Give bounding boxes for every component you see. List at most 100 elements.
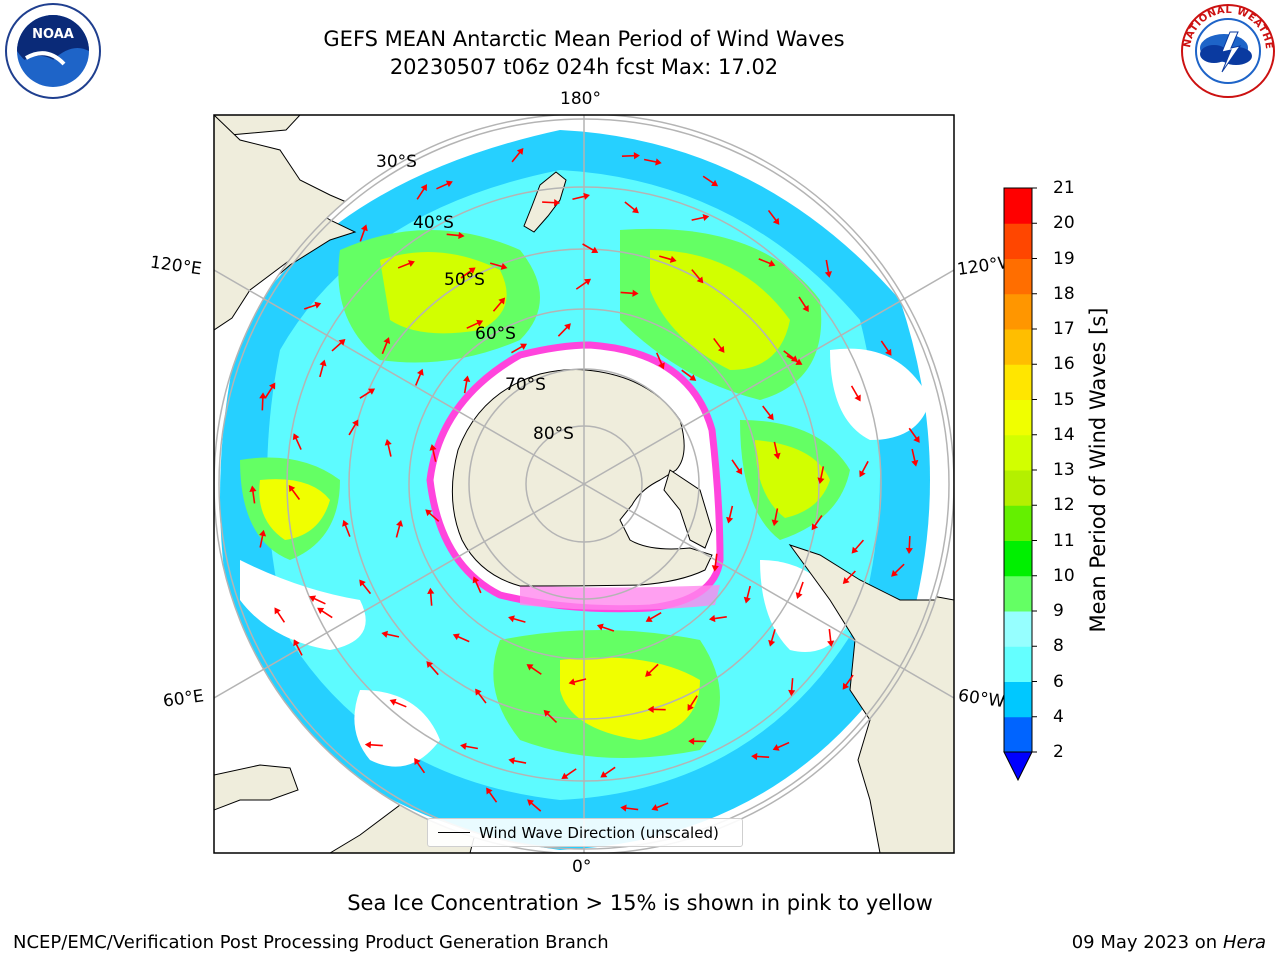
wave-direction-arrowhead xyxy=(500,263,508,270)
lat-label-70s: 70°S xyxy=(505,375,546,395)
calm-ocean-patch xyxy=(354,690,440,767)
wave-direction-arrowhead xyxy=(420,184,428,192)
colorbar-cell xyxy=(1004,716,1032,753)
wave-direction-arrow xyxy=(416,187,426,200)
colorbar-tick-label: 6 xyxy=(1053,671,1064,692)
wave-direction-arrow xyxy=(557,325,569,337)
wave-direction-arrow xyxy=(798,296,808,310)
wave-direction-arrow xyxy=(624,807,639,811)
legend-line-swatch xyxy=(438,832,470,833)
calm-ocean-patch xyxy=(830,348,930,440)
legend-label: Wind Wave Direction (unscaled) xyxy=(479,823,719,842)
wave-direction-arrow xyxy=(713,337,723,351)
wave-direction-arrow xyxy=(746,585,751,600)
wave-direction-arrowhead xyxy=(645,670,652,677)
wave-direction-arrowhead xyxy=(842,682,850,690)
wave-direction-arrowhead xyxy=(647,705,654,713)
wave-direction-arrowhead xyxy=(645,615,653,622)
sea-ice-shelf xyxy=(520,585,720,610)
colorbar-tick-label: 4 xyxy=(1053,706,1064,727)
colorbar-cell xyxy=(1004,223,1032,259)
wave-direction-arrow xyxy=(728,505,734,520)
wave-direction-arrow xyxy=(511,345,524,354)
wave-direction-arrow xyxy=(320,609,333,619)
wave-direction-arrowhead xyxy=(591,246,599,254)
lat-label-50s: 50°S xyxy=(444,270,485,290)
wave-direction-arrowhead xyxy=(688,737,695,745)
wave-direction-arrowhead xyxy=(708,614,716,623)
wave-direction-arrowhead xyxy=(811,523,819,531)
wave-field-yellow-indian xyxy=(259,479,330,540)
wave-direction-arrow xyxy=(446,233,461,237)
wave-direction-arrow xyxy=(908,427,919,441)
colorbar-cell xyxy=(1004,364,1032,400)
lat-label-30s: 30°S xyxy=(376,152,417,172)
sea-ice-note: Sea Ice Concentration > 15% is shown in … xyxy=(347,891,933,915)
wave-direction-arrow xyxy=(850,385,860,399)
colorbar-tick-label: 16 xyxy=(1053,354,1075,375)
wave-direction-arrow xyxy=(773,441,779,456)
colorbar-tick-label: 19 xyxy=(1053,248,1075,269)
wave-direction-arrow xyxy=(251,489,256,504)
wave-direction-arrowhead xyxy=(817,477,825,485)
wave-direction-arrowhead xyxy=(655,158,662,166)
wave-direction-arrow xyxy=(603,766,616,776)
wave-direction-arrow xyxy=(466,321,480,329)
wave-direction-arrow xyxy=(476,691,487,704)
calm-ocean-patch xyxy=(240,560,366,650)
wave-direction-arrowhead xyxy=(414,758,421,766)
land-australia xyxy=(214,115,301,171)
wave-direction-arrowhead xyxy=(384,439,392,446)
wave-direction-arrowhead xyxy=(429,444,437,451)
wave-field-yellow-pacific xyxy=(650,250,790,370)
wave-direction-arrow xyxy=(825,259,830,274)
wave-direction-arrow xyxy=(542,201,557,204)
land-africa xyxy=(214,764,299,811)
wave-direction-arrow xyxy=(492,300,504,312)
wave-direction-arrowhead xyxy=(520,343,528,350)
lat-label-40s: 40°S xyxy=(413,213,454,233)
wave-direction-arrow xyxy=(770,629,776,643)
wave-direction-arrowhead xyxy=(383,337,391,344)
wave-direction-arrow xyxy=(790,678,794,693)
wave-direction-arrow xyxy=(828,628,832,644)
wave-direction-arrowhead xyxy=(445,180,453,188)
colorbar-extend-arrow xyxy=(1003,751,1033,782)
wave-direction-arrow xyxy=(512,759,527,764)
colorbar-tick-label: 12 xyxy=(1053,495,1075,516)
colorbar-cell xyxy=(1004,329,1032,365)
wave-direction-arrow xyxy=(259,533,264,548)
colorbar-cell xyxy=(1004,575,1032,612)
wave-direction-arrowhead xyxy=(463,375,471,382)
wave-direction-arrowhead xyxy=(633,152,640,160)
wave-direction-arrow xyxy=(386,442,392,457)
wave-direction-arrowhead xyxy=(293,639,300,647)
wave-direction-arrow xyxy=(436,182,450,190)
map-legend: Wind Wave Direction (unscaled) xyxy=(427,818,743,847)
wave-direction-arrowhead xyxy=(795,592,803,600)
wave-direction-arrow xyxy=(264,385,274,399)
wave-direction-arrowhead xyxy=(802,305,809,313)
wave-direction-arrowhead xyxy=(568,678,576,686)
wave-direction-arrowhead xyxy=(338,338,346,346)
wave-direction-arrowhead xyxy=(859,470,866,478)
wave-direction-arrowhead xyxy=(596,623,604,631)
wave-direction-arrowhead xyxy=(396,520,404,527)
wave-direction-arrow xyxy=(474,579,482,594)
wave-direction-arrowhead xyxy=(476,319,484,327)
wave-direction-arrowhead xyxy=(249,485,257,492)
wave-direction-arrowhead xyxy=(600,771,608,778)
wave-direction-arrow xyxy=(691,269,702,281)
wave-direction-arrowhead xyxy=(771,519,779,527)
footer-date-text: 09 May 2023 on xyxy=(1071,932,1218,953)
wave-direction-arrowhead xyxy=(772,744,780,751)
map-frame xyxy=(213,114,955,854)
wave-direction-arrowhead xyxy=(274,607,281,615)
wave-direction-arrow xyxy=(361,582,372,595)
wave-direction-arrowhead xyxy=(426,661,434,669)
wave-direction-arrow xyxy=(712,616,727,620)
colorbar-tick-label: 15 xyxy=(1053,389,1075,410)
wave-direction-arrowhead xyxy=(687,703,694,711)
map-subtitle: 20230507 t06z 024h fcst Max: 17.02 xyxy=(389,55,779,79)
wave-direction-arrow xyxy=(575,280,589,290)
